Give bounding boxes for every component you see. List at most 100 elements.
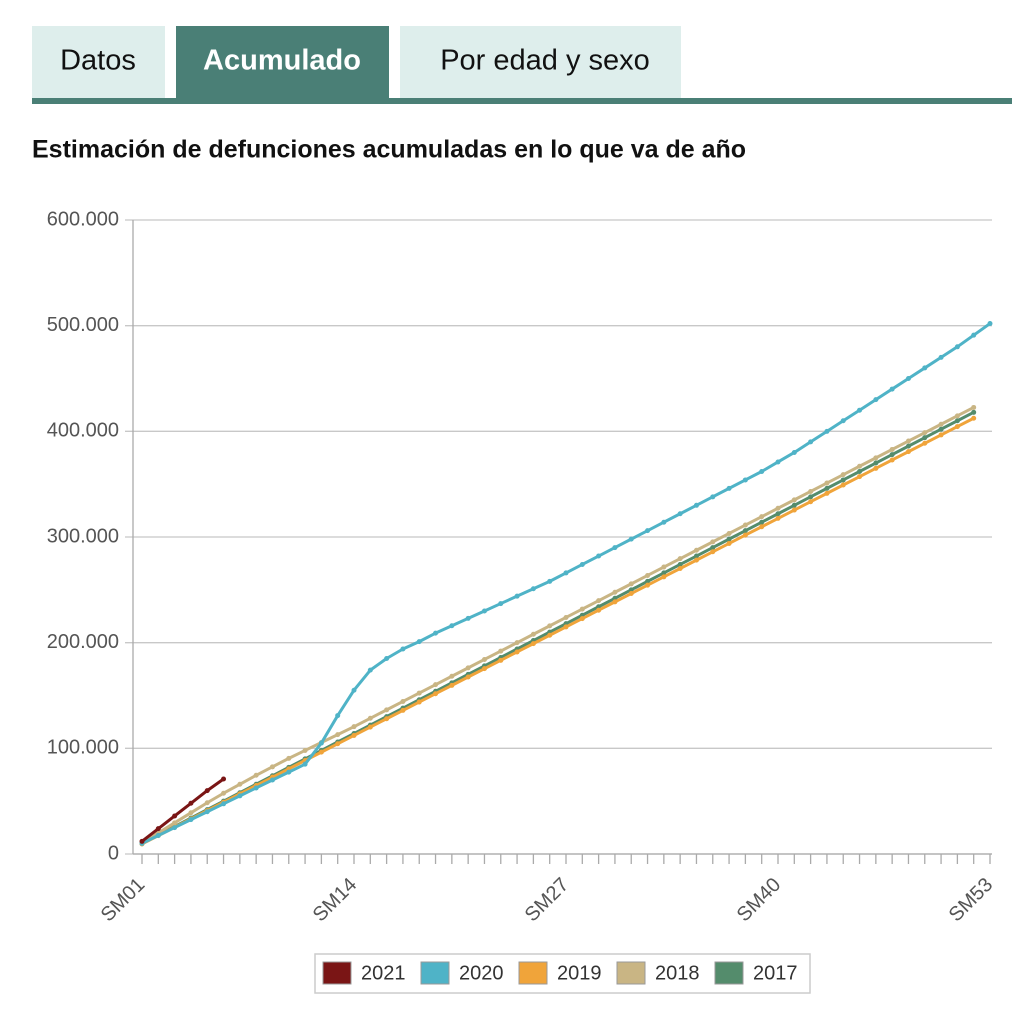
series-line: [141, 416, 975, 846]
data-point: [775, 515, 781, 521]
data-point: [742, 528, 748, 534]
data-point: [889, 452, 895, 458]
data-point: [824, 485, 830, 491]
data-point: [840, 418, 846, 424]
data-point: [384, 707, 390, 713]
data-point: [922, 435, 928, 441]
data-point: [971, 409, 977, 415]
y-tick-label: 400.000: [47, 420, 119, 442]
data-point: [938, 354, 944, 360]
data-point: [481, 656, 487, 662]
data-point: [563, 624, 569, 630]
legend-swatch: [322, 961, 352, 985]
data-point: [742, 522, 748, 528]
tab-label[interactable]: Acumulado: [203, 45, 361, 77]
data-point: [302, 747, 308, 753]
data-point: [433, 682, 439, 688]
data-point: [742, 532, 748, 538]
tab-active[interactable]: [176, 26, 389, 98]
data-point: [726, 485, 732, 491]
data-point: [237, 793, 243, 799]
data-point: [612, 589, 618, 595]
data-point: [530, 586, 536, 592]
data-point: [628, 587, 634, 593]
data-point: [938, 426, 944, 432]
data-point: [596, 598, 602, 604]
x-tick-label: SM27: [521, 874, 574, 927]
data-point: [367, 715, 373, 721]
data-point: [824, 428, 830, 434]
data-point: [791, 449, 797, 455]
data-point: [710, 545, 716, 551]
data-point: [775, 459, 781, 465]
series-line: [141, 406, 975, 844]
tab[interactable]: [32, 26, 165, 98]
data-point: [645, 582, 651, 588]
data-point: [873, 455, 879, 461]
data-point: [693, 557, 699, 563]
data-point: [465, 674, 471, 680]
data-point: [677, 565, 683, 571]
legend-label: 2018: [655, 962, 700, 984]
data-point: [905, 376, 911, 381]
data-point: [645, 572, 651, 578]
data-point: [791, 507, 797, 513]
data-point: [253, 785, 259, 791]
tab-label[interactable]: Datos: [60, 45, 136, 77]
data-point: [628, 591, 634, 597]
data-point: [759, 468, 765, 474]
data-point: [628, 536, 634, 542]
data-point: [759, 519, 765, 525]
data-point: [677, 511, 683, 517]
data-point: [840, 482, 846, 488]
data-point: [204, 809, 210, 815]
data-point: [384, 656, 390, 662]
x-tick-label: SM40: [733, 874, 786, 927]
data-point: [889, 457, 895, 463]
chart-title: Estimación de defunciones acumuladas en …: [32, 136, 746, 164]
data-point: [971, 332, 977, 338]
data-point: [677, 561, 683, 567]
data-point: [188, 817, 194, 823]
data-point: [693, 502, 699, 508]
data-point: [628, 581, 634, 587]
data-point: [857, 463, 863, 469]
legend-label: 2017: [753, 962, 798, 984]
data-point: [465, 615, 471, 621]
data-point: [498, 601, 504, 607]
data-point: [302, 761, 308, 767]
data-point: [351, 687, 357, 693]
data-point: [416, 690, 422, 696]
legend-label: 2021: [361, 962, 406, 984]
x-tick-label: SM53: [945, 874, 998, 927]
data-point: [938, 421, 944, 427]
data-point: [367, 724, 373, 730]
data-point: [824, 480, 830, 486]
data-point: [498, 657, 504, 663]
data-point: [172, 825, 178, 831]
data-point: [954, 424, 960, 430]
data-point: [351, 732, 357, 738]
data-point: [579, 606, 585, 612]
data-point: [889, 446, 895, 452]
data-point: [808, 499, 814, 505]
data-point: [416, 699, 422, 705]
tab-label[interactable]: Por edad y sexo: [440, 45, 650, 77]
data-point: [693, 553, 699, 559]
data-point: [840, 472, 846, 478]
data-point: [253, 772, 259, 778]
tab[interactable]: [400, 26, 681, 98]
data-point: [449, 623, 455, 629]
y-tick-label: 500.000: [47, 314, 119, 336]
data-point: [547, 623, 553, 629]
data-point: [922, 430, 928, 436]
data-point: [922, 440, 928, 446]
data-point: [465, 665, 471, 671]
data-point: [335, 741, 341, 747]
data-point: [221, 790, 227, 796]
data-point: [514, 649, 520, 655]
data-point: [905, 449, 911, 455]
data-point: [938, 432, 944, 438]
